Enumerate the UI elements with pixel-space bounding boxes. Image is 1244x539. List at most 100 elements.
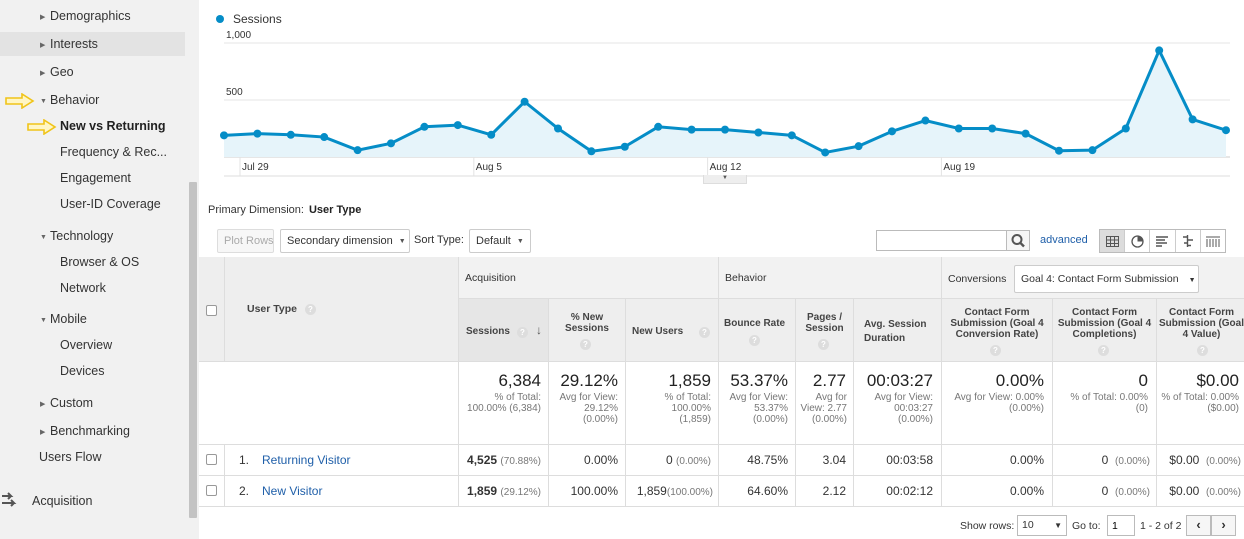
chart-point[interactable] (954, 124, 963, 133)
sidebar-item-overview[interactable]: Overview (60, 338, 113, 352)
help-icon[interactable]: ? (1197, 345, 1208, 356)
goal-select-dropdown[interactable]: Goal 4: Contact Form Submission ▼ (1014, 265, 1199, 293)
goto-page-input[interactable] (1107, 515, 1135, 536)
help-icon[interactable]: ? (749, 335, 760, 346)
chart-point[interactable] (1155, 46, 1164, 55)
sidebar-item-benchmarking[interactable]: ▶ Benchmarking (0, 419, 185, 443)
sidebar-item-devices[interactable]: Devices (60, 364, 105, 378)
col-new-users[interactable]: New Users ? (626, 299, 719, 362)
triangle-down-icon: ▼ (40, 317, 47, 324)
row-user-type-link[interactable]: New Visitor (262, 484, 323, 498)
chart-point[interactable] (320, 133, 329, 142)
chart-point[interactable] (821, 148, 830, 157)
chart-point[interactable] (988, 124, 997, 133)
secondary-dimension-dropdown[interactable]: Secondary dimension ▼ (280, 229, 410, 253)
sidebar-item-engagement[interactable]: Engagement (60, 171, 131, 185)
chart-point[interactable] (587, 147, 596, 156)
chart-point[interactable] (1222, 126, 1230, 135)
sidebar-item-demographics[interactable]: ▶ Demographics (0, 4, 185, 28)
sidebar-item-behavior[interactable]: ▼ Behavior (0, 88, 185, 112)
chart-point[interactable] (420, 122, 429, 131)
plot-rows-button[interactable]: Plot Rows (217, 229, 274, 253)
chart-point[interactable] (1088, 146, 1097, 155)
col-bounce-rate[interactable]: Bounce Rate ? (719, 299, 796, 362)
col-goal-completions[interactable]: Contact Form Submission (Goal 4 Completi… (1053, 299, 1157, 362)
chart-point[interactable] (921, 116, 930, 125)
view-table-button[interactable] (1100, 230, 1126, 252)
prev-page-button[interactable]: ‹ (1186, 515, 1211, 536)
chart-point[interactable] (286, 130, 295, 139)
col-goal-conversion-rate[interactable]: Contact Form Submission (Goal 4 Conversi… (942, 299, 1053, 362)
view-comparison-button[interactable] (1176, 230, 1201, 252)
sidebar-scrollbar[interactable] (189, 182, 197, 518)
chart-point[interactable] (1021, 129, 1030, 138)
col-avg-session-duration[interactable]: Avg. Session Duration (854, 299, 942, 362)
comparison-icon (1183, 235, 1194, 247)
chart-point[interactable] (1121, 124, 1130, 133)
sidebar-item-acquisition[interactable]: Acquisition (32, 494, 93, 508)
chart-point[interactable] (487, 130, 496, 139)
chart-point[interactable] (554, 124, 562, 133)
col-pages-session[interactable]: Pages / Session ? (796, 299, 854, 362)
sidebar-item-custom[interactable]: ▶ Custom (0, 391, 185, 415)
primary-dimension-value[interactable]: User Type (308, 204, 362, 216)
advanced-filter-link[interactable]: advanced (1040, 234, 1088, 246)
row-new-users: 0 (0.00%) (626, 445, 719, 476)
chart-point[interactable] (654, 122, 663, 131)
chart-point[interactable] (353, 146, 362, 155)
table-search-input[interactable] (876, 230, 1007, 251)
view-pie-button[interactable] (1125, 230, 1151, 252)
chart-point[interactable] (220, 131, 228, 140)
sidebar-item-new-vs-returning[interactable]: New vs Returning (60, 119, 166, 133)
chart-point[interactable] (687, 125, 696, 134)
sidebar-item-geo[interactable]: ▶ Geo (0, 60, 185, 84)
help-icon[interactable]: ? (818, 339, 829, 350)
chart-point[interactable] (1055, 146, 1063, 155)
sidebar-item-technology[interactable]: ▼ Technology (0, 224, 185, 248)
help-icon[interactable]: ? (990, 345, 1001, 356)
chart-point[interactable] (520, 97, 529, 106)
chart-point[interactable] (754, 128, 763, 137)
row-user-type-link[interactable]: Returning Visitor (262, 453, 351, 467)
chart-point[interactable] (1188, 115, 1197, 124)
triangle-right-icon: ▶ (40, 70, 46, 77)
sort-type-dropdown[interactable]: Default ▼ (469, 229, 531, 253)
select-all-cell (199, 257, 225, 362)
chart-point[interactable] (888, 127, 896, 136)
view-performance-button[interactable] (1150, 230, 1176, 252)
help-icon[interactable]: ? (305, 304, 316, 315)
chevron-left-icon: ‹ (1196, 517, 1201, 532)
help-icon[interactable]: ? (1098, 345, 1109, 356)
help-icon[interactable]: ? (517, 327, 528, 338)
view-pivot-button[interactable] (1201, 230, 1225, 252)
sidebar-item-interests[interactable]: ▶ Interests (0, 32, 185, 56)
row-checkbox[interactable] (206, 454, 217, 465)
chart-collapse-handle[interactable]: ▼ (703, 175, 747, 184)
chart-point[interactable] (854, 142, 863, 151)
row-pct-new-sessions: 0.00% (549, 445, 626, 476)
sidebar-item-frequency[interactable]: Frequency & Rec... (60, 145, 167, 159)
col-pct-new-sessions[interactable]: % New Sessions ? (549, 299, 626, 362)
sidebar-item-users-flow[interactable]: Users Flow (39, 450, 102, 464)
sidebar-item-network[interactable]: Network (60, 281, 106, 295)
help-icon[interactable]: ? (580, 339, 591, 350)
sidebar-item-browser-os[interactable]: Browser & OS (60, 255, 140, 269)
row-checkbox[interactable] (206, 485, 217, 496)
help-icon[interactable]: ? (699, 327, 710, 338)
user-type-header[interactable]: User Type ? (225, 257, 459, 362)
show-rows-dropdown[interactable]: 10 ▼ (1017, 515, 1067, 536)
chart-legend[interactable]: Sessions (216, 11, 282, 27)
chart-point[interactable] (253, 129, 262, 138)
chart-point[interactable] (620, 142, 629, 151)
sidebar-item-user-id-coverage[interactable]: User-ID Coverage (60, 197, 161, 211)
chart-point[interactable] (387, 139, 395, 148)
chart-point[interactable] (453, 121, 462, 130)
chart-point[interactable] (721, 125, 729, 134)
sidebar-item-mobile[interactable]: ▼ Mobile (0, 307, 185, 331)
col-sessions[interactable]: Sessions ? ↓ (459, 299, 549, 362)
select-all-checkbox[interactable] (206, 305, 217, 316)
search-button[interactable] (1006, 230, 1030, 251)
col-goal-value[interactable]: Contact Form Submission (Goal 4 Value) ? (1157, 299, 1244, 362)
next-page-button[interactable]: › (1211, 515, 1236, 536)
chart-point[interactable] (787, 131, 796, 140)
